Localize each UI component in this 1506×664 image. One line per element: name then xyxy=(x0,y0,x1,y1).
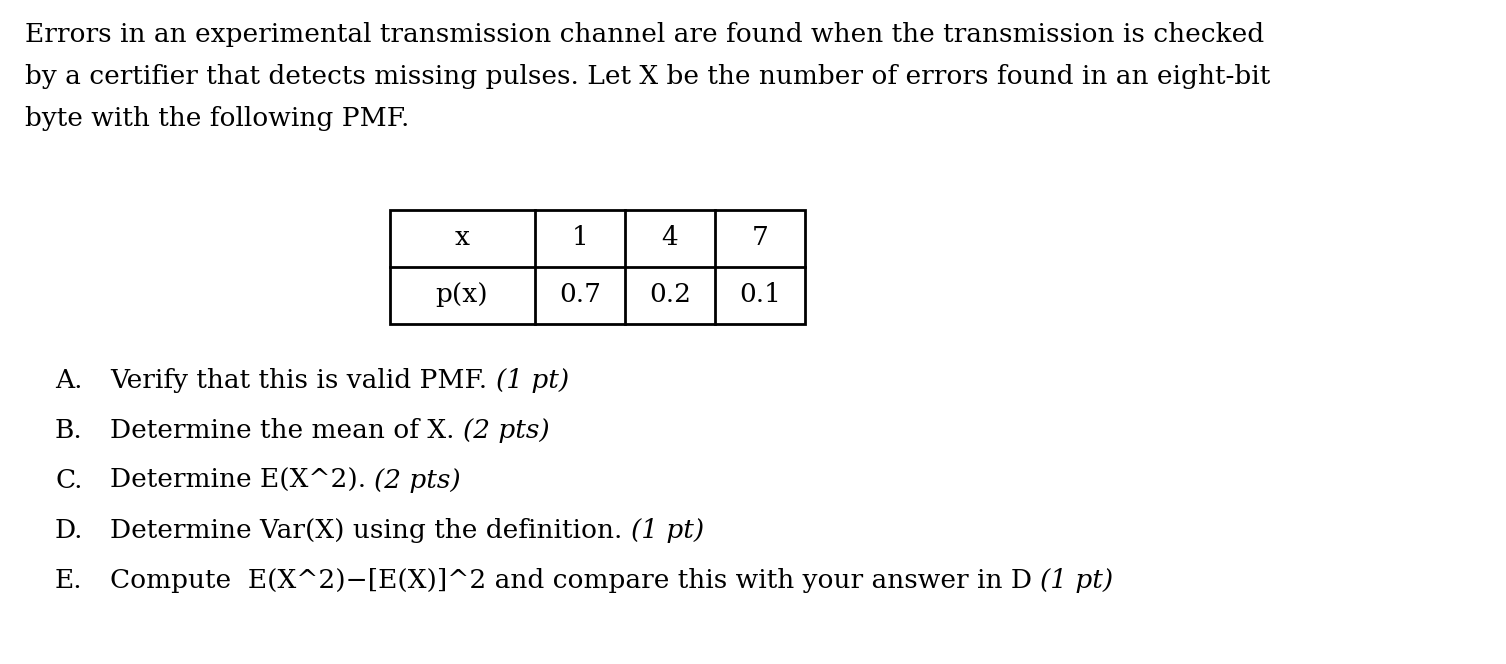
Text: Verify that this is valid PMF.: Verify that this is valid PMF. xyxy=(110,368,495,393)
Text: Compute  E(X^2)−[E(X)]^2 and compare this with your answer in D: Compute E(X^2)−[E(X)]^2 and compare this… xyxy=(110,568,1041,593)
Text: Errors in an experimental transmission channel are found when the transmission i: Errors in an experimental transmission c… xyxy=(26,22,1264,47)
Text: x: x xyxy=(455,226,470,250)
Text: 0.2: 0.2 xyxy=(649,282,691,307)
Text: p(x): p(x) xyxy=(435,282,488,307)
Text: 7: 7 xyxy=(751,226,768,250)
Text: (1 pt): (1 pt) xyxy=(1041,568,1113,593)
Text: A.: A. xyxy=(56,368,83,393)
Bar xyxy=(390,210,806,324)
Text: Determine E(X^2).: Determine E(X^2). xyxy=(110,468,375,493)
Text: Determine Var(X) using the definition.: Determine Var(X) using the definition. xyxy=(110,518,631,543)
Text: 1: 1 xyxy=(572,226,589,250)
Text: (2 pts): (2 pts) xyxy=(375,468,461,493)
Text: E.: E. xyxy=(56,568,83,593)
Text: (1 pt): (1 pt) xyxy=(495,368,569,393)
Text: Determine the mean of X.: Determine the mean of X. xyxy=(110,418,462,443)
Text: (2 pts): (2 pts) xyxy=(462,418,550,443)
Text: D.: D. xyxy=(56,518,83,543)
Text: byte with the following PMF.: byte with the following PMF. xyxy=(26,106,410,131)
Text: (1 pt): (1 pt) xyxy=(631,518,703,543)
Text: B.: B. xyxy=(56,418,83,443)
Text: by a certifier that detects missing pulses. Let X be the number of errors found : by a certifier that detects missing puls… xyxy=(26,64,1270,89)
Text: C.: C. xyxy=(56,468,83,493)
Text: 4: 4 xyxy=(661,226,678,250)
Text: 0.7: 0.7 xyxy=(559,282,601,307)
Text: 0.1: 0.1 xyxy=(739,282,782,307)
